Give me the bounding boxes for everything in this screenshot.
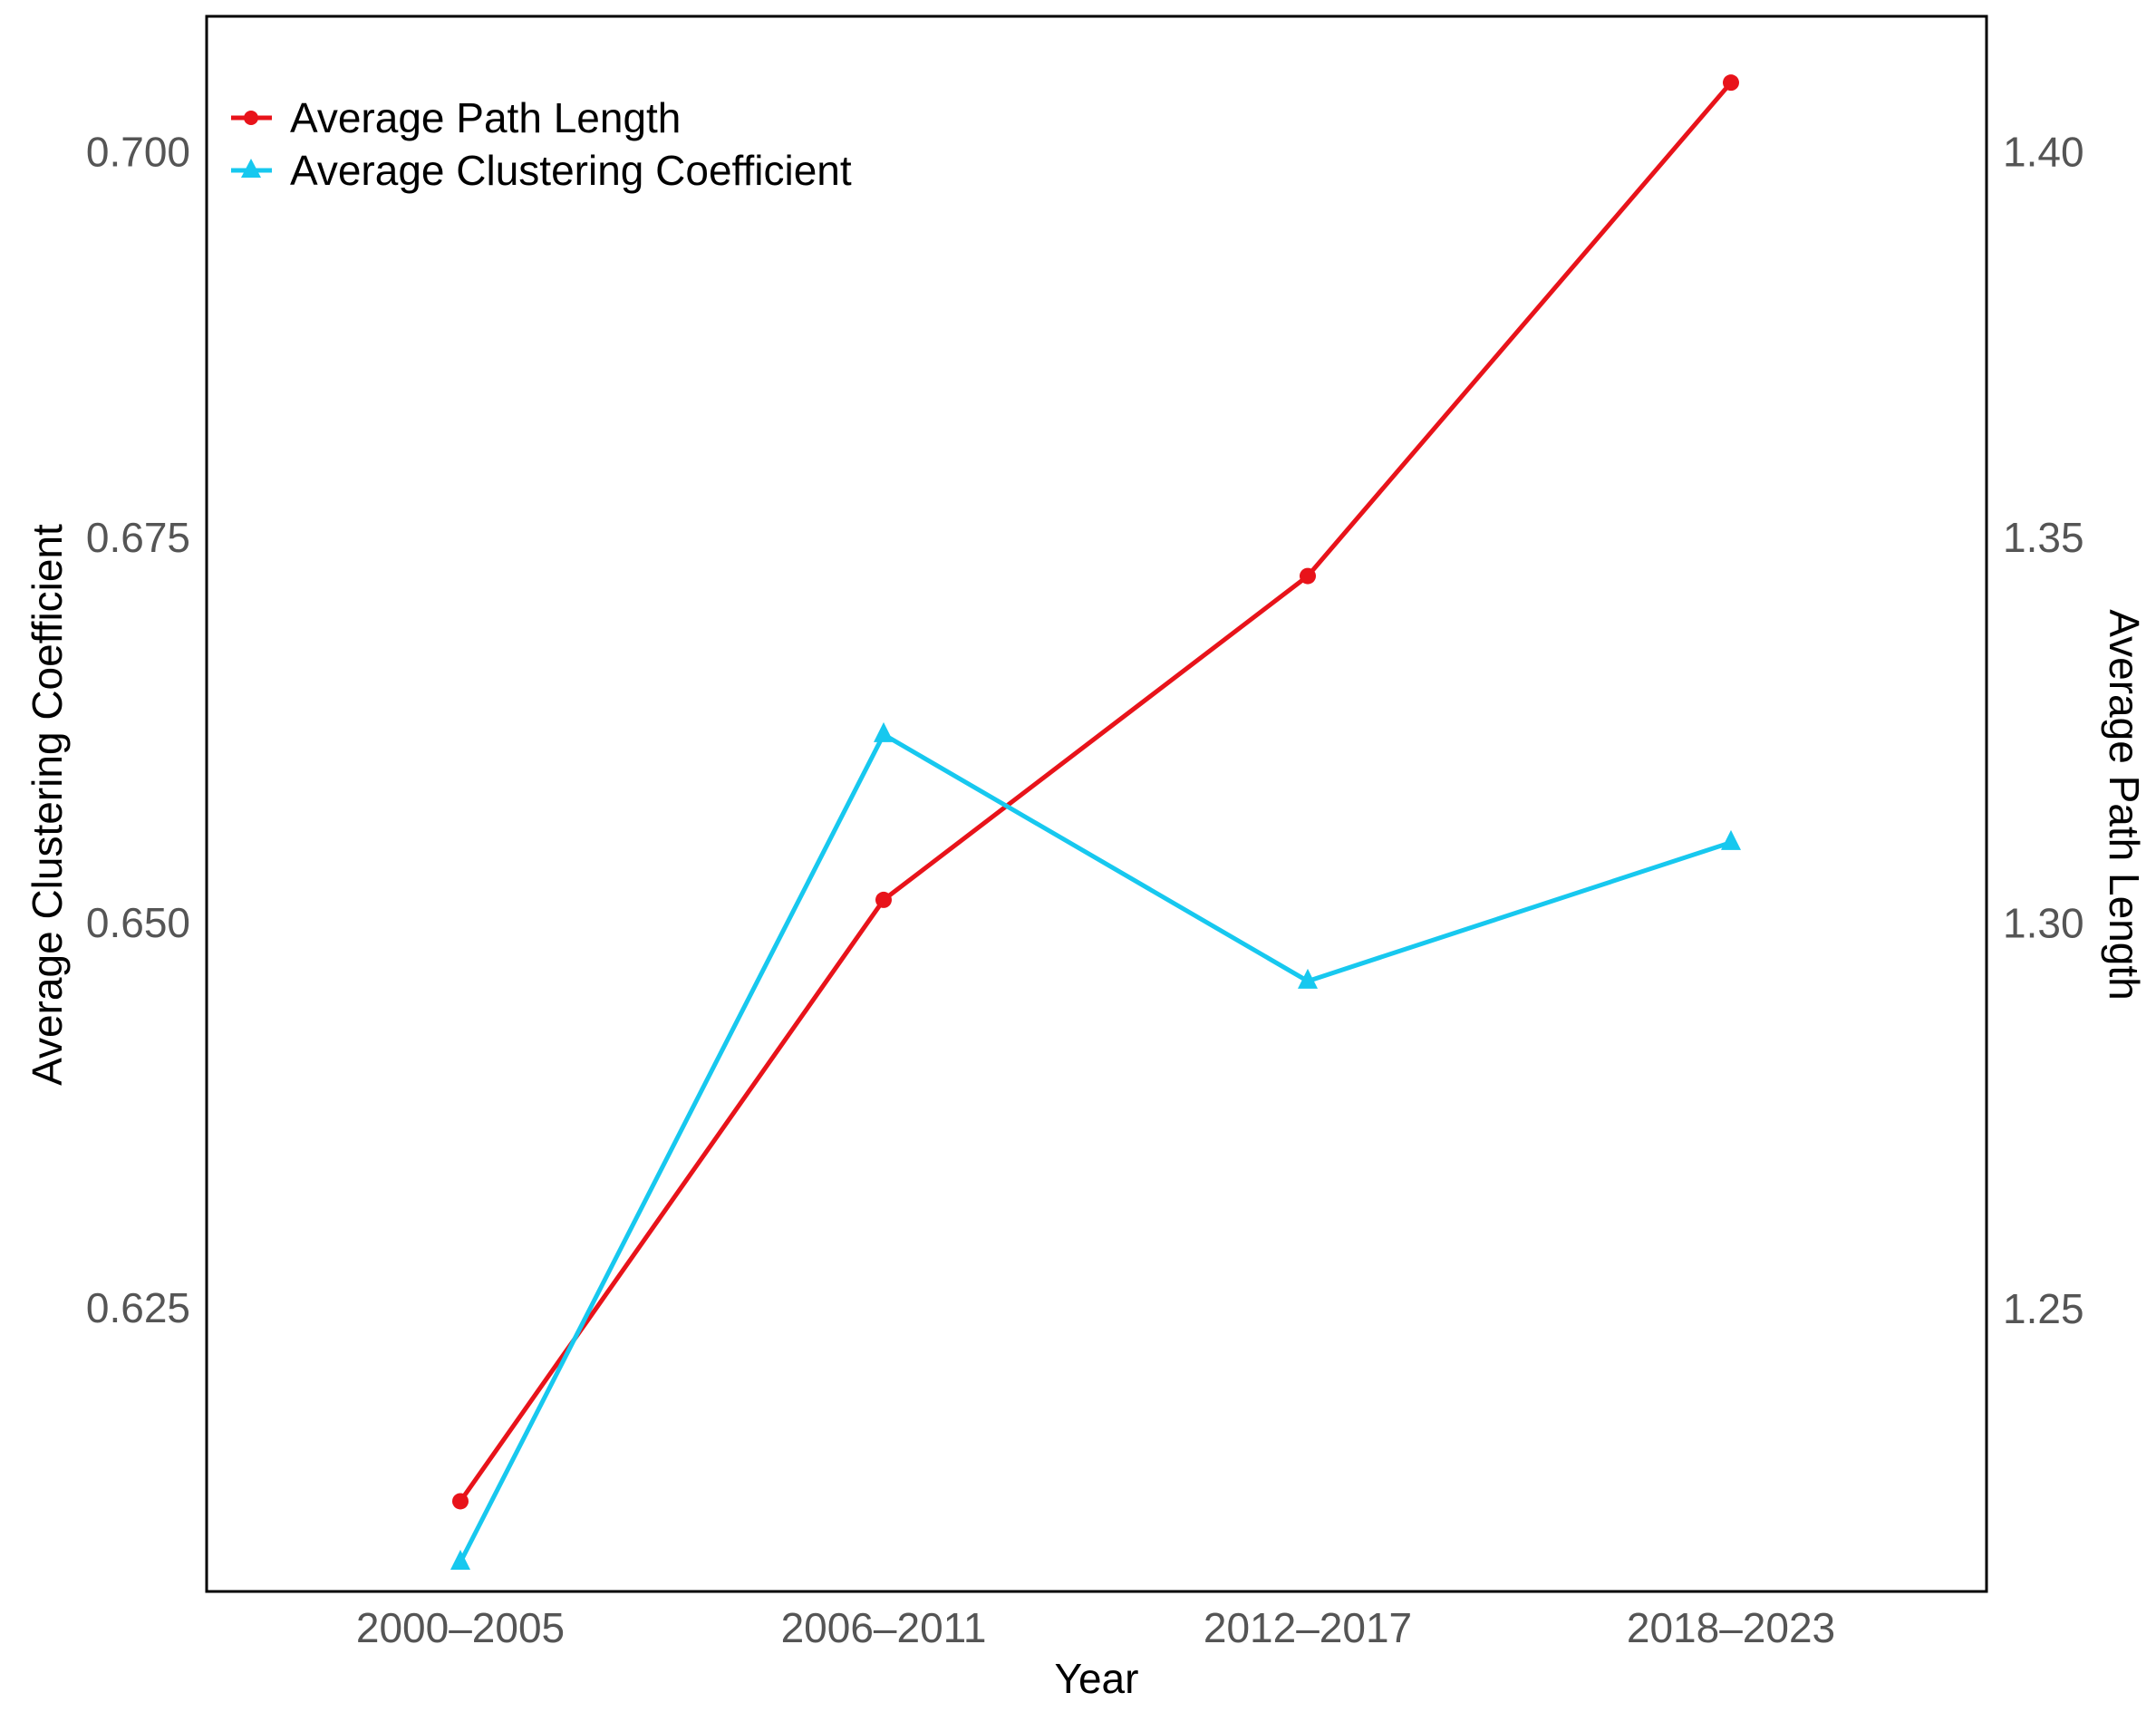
- series-layer: [450, 74, 1741, 1571]
- x-tick-label: 2012–2017: [1204, 1604, 1412, 1651]
- legend-marker: [244, 111, 258, 125]
- x-axis-title: Year: [1055, 1655, 1139, 1702]
- x-tick-label: 2006–2011: [781, 1604, 987, 1651]
- series-line-1: [458, 81, 1733, 1503]
- x-tick-label: 2000–2005: [356, 1604, 565, 1651]
- legend-marker: [241, 159, 261, 178]
- left-tick-label: 0.625: [86, 1284, 190, 1331]
- series-point-1: [1300, 567, 1316, 585]
- left-tick-label: 0.650: [86, 899, 190, 946]
- right-tick-label: 1.30: [2003, 899, 2084, 946]
- right-tick-label: 1.40: [2003, 129, 2084, 176]
- series-point-2: [874, 721, 894, 742]
- left-y-axis: 0.625 0.650 0.675 0.700: [86, 129, 190, 1331]
- legend-label: Average Path Length: [290, 94, 681, 141]
- left-tick-label: 0.700: [86, 129, 190, 176]
- series-point-1: [875, 891, 892, 908]
- left-tick-label: 0.675: [86, 514, 190, 561]
- left-y-axis-title: Average Clustering Coefficient: [24, 524, 71, 1086]
- legend-label: Average Clustering Coefficient: [290, 147, 852, 194]
- right-tick-label: 1.25: [2003, 1285, 2084, 1332]
- series-point-1: [452, 1493, 469, 1510]
- legend-item-1: Average Path Length: [231, 94, 681, 141]
- right-tick-label: 1.35: [2003, 514, 2084, 561]
- series-point-2: [450, 1550, 470, 1571]
- legend-item-2: Average Clustering Coefficient: [231, 147, 852, 194]
- series-point-2: [1298, 968, 1318, 989]
- x-axis: 2000–2005 2006–2011 2012–2017 2018–2023: [356, 1604, 1835, 1651]
- legend: Average Path Length Average Clustering Co…: [231, 94, 852, 194]
- x-tick-label: 2018–2023: [1627, 1604, 1835, 1651]
- right-y-axis: 1.25 1.30 1.35 1.40: [2003, 129, 2084, 1332]
- plot-frame: [205, 15, 1988, 1593]
- right-y-axis-title: Average Path Length: [2101, 609, 2148, 1000]
- series-line-2: [458, 731, 1732, 1563]
- series-point-1: [1723, 74, 1739, 92]
- series-point-2: [1721, 829, 1741, 850]
